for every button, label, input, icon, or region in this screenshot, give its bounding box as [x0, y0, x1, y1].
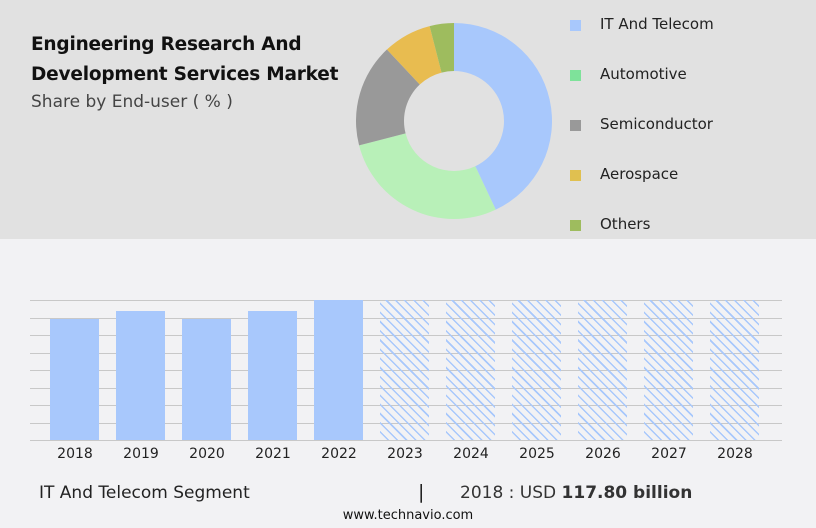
- legend-item-aerospace: Aerospace: [570, 165, 790, 185]
- title-line-2: Development Services Market: [31, 64, 339, 85]
- legend-swatch-icon: [570, 120, 581, 131]
- bar-2018: [50, 319, 99, 440]
- x-tick-label: 2026: [585, 446, 621, 462]
- donut-chart: [356, 23, 552, 219]
- donut-slice-it-and-telecom: [454, 23, 552, 210]
- title-line-1: Engineering Research And: [31, 34, 302, 55]
- bar-2019: [116, 310, 165, 440]
- x-tick-label: 2028: [717, 446, 753, 462]
- x-tick-label: 2023: [387, 446, 423, 462]
- value-amount: 117.80 billion: [561, 483, 693, 503]
- legend-swatch-icon: [570, 20, 581, 31]
- bar-2020: [182, 319, 231, 440]
- donut-slice-others: [429, 23, 454, 73]
- chart-title: Engineering Research And Development Ser…: [31, 30, 338, 90]
- legend-swatch-icon: [570, 220, 581, 231]
- source-url: www.technavio.com: [342, 508, 474, 523]
- x-tick-label: 2019: [123, 446, 159, 462]
- legend-label: Automotive: [600, 65, 687, 83]
- bar-chart: [30, 300, 782, 441]
- legend-swatch-icon: [570, 170, 581, 181]
- legend-item-automotive: Automotive: [570, 65, 790, 85]
- x-tick-label: 2024: [453, 446, 489, 462]
- footer-separator: |: [418, 481, 425, 503]
- bar-2021: [248, 310, 297, 440]
- x-tick-label: 2020: [189, 446, 225, 462]
- bar-2026: [578, 300, 627, 440]
- top-panel: Engineering Research And Development Ser…: [0, 0, 816, 239]
- bar-2028: [710, 300, 759, 440]
- segment-label: IT And Telecom Segment: [39, 483, 250, 503]
- bar-2023: [380, 300, 429, 440]
- legend-swatch-icon: [570, 70, 581, 81]
- chart-subtitle: Share by End-user ( % ): [31, 92, 233, 112]
- x-tick-label: 2022: [321, 446, 357, 462]
- x-tick-label: 2025: [519, 446, 555, 462]
- donut-slice-semiconductor: [356, 49, 420, 146]
- segment-value: 2018 : USD 117.80 billion: [460, 483, 692, 503]
- value-prefix: 2018 : USD: [460, 483, 562, 503]
- legend-item-semiconductor: Semiconductor: [570, 115, 790, 135]
- legend-label: IT And Telecom: [600, 15, 714, 33]
- bar-2025: [512, 300, 561, 440]
- legend-item-it-telecom: IT And Telecom: [570, 15, 790, 35]
- x-tick-label: 2027: [651, 446, 687, 462]
- donut-slice-aerospace: [386, 26, 442, 85]
- x-tick-label: 2021: [255, 446, 291, 462]
- gridline: [30, 440, 782, 441]
- legend-label: Semiconductor: [600, 115, 713, 133]
- donut-slice-automotive: [359, 133, 496, 219]
- bar-2022: [314, 300, 363, 440]
- legend-label: Aerospace: [600, 165, 679, 183]
- legend-item-others: Others: [570, 215, 790, 235]
- x-tick-label: 2018: [57, 446, 93, 462]
- bar-2027: [644, 300, 693, 440]
- bar-2024: [446, 300, 495, 440]
- legend-label: Others: [600, 215, 651, 233]
